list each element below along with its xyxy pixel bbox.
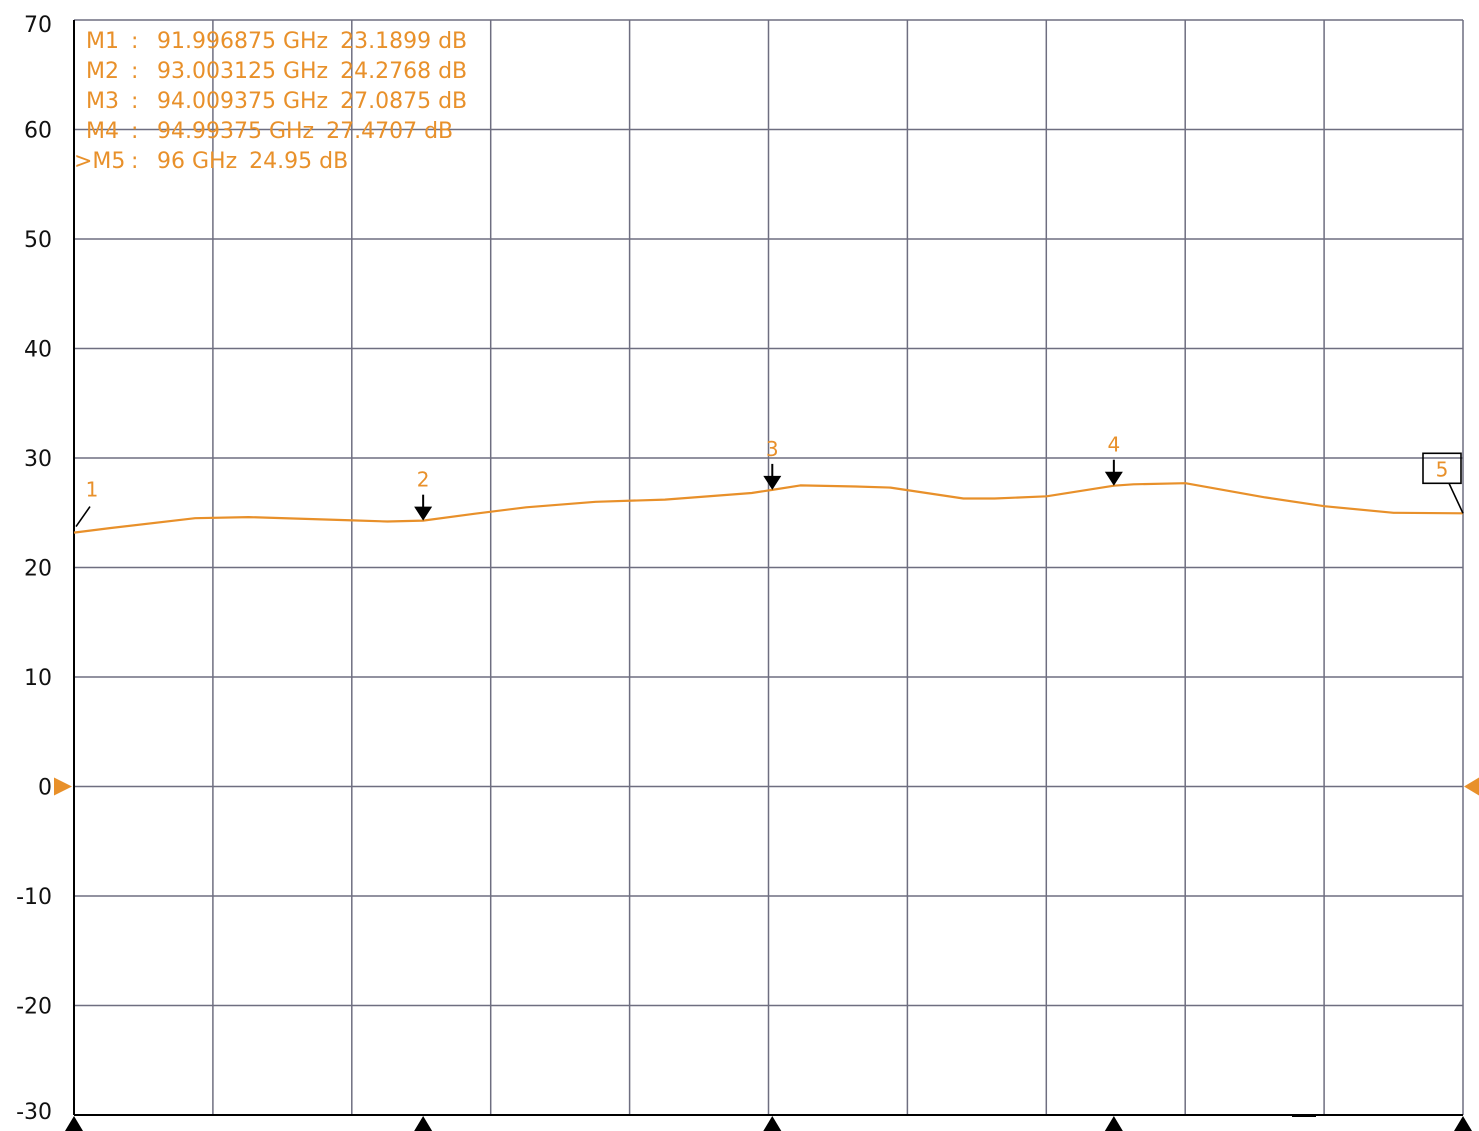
readout-3-separator: :	[131, 89, 138, 114]
y-tick-label: 0	[38, 776, 52, 801]
marker-4-arrow-head	[1104, 471, 1123, 486]
marker-4-label: 4	[1107, 433, 1120, 457]
readout-4-name: M4	[86, 119, 119, 144]
y-tick-label: 70	[24, 13, 52, 38]
y-tick-label: 20	[24, 557, 52, 582]
marker-3-label: 3	[766, 437, 779, 461]
marker-5-leader	[1448, 482, 1464, 514]
readout-1-separator: :	[131, 29, 138, 54]
marker-1-leader	[75, 506, 91, 528]
readout-2-name: M2	[86, 59, 119, 84]
reference-level-indicators	[54, 777, 1479, 796]
readout-3-frequency: 94.009375 GHz	[157, 89, 328, 114]
readout-1-name: M1	[86, 29, 119, 54]
bottom-marker-indicators	[65, 1116, 1472, 1131]
trace-line	[73, 482, 1464, 534]
readout-3-value: 27.0875 dB	[340, 89, 467, 114]
y-tick-label: -10	[16, 885, 52, 910]
trace	[73, 482, 1464, 534]
readout-4-separator: :	[131, 119, 138, 144]
readout-4-value: 27.4707 dB	[326, 119, 453, 144]
readout-5-value: 24.95 dB	[249, 149, 348, 174]
y-tick-label: -20	[16, 995, 52, 1020]
y-axis-ticks: 70 60 50 40 30 20 10 0 -10 -20 -30	[16, 13, 52, 1125]
y-tick-label: -30	[16, 1100, 52, 1125]
markers: 1 2 3 4 5	[75, 433, 1464, 528]
readout-2-value: 24.2768 dB	[340, 59, 467, 84]
reference-arrow-right	[1464, 777, 1479, 796]
marker-1-label: 1	[86, 478, 99, 502]
grid-lines	[73, 19, 1464, 1116]
readout-1-frequency: 91.996875 GHz	[157, 29, 328, 54]
marker-2-arrow-head	[414, 506, 433, 521]
y-tick-label: 10	[24, 666, 52, 691]
readout-3-name: M3	[86, 89, 119, 114]
marker-3-arrow-head	[763, 475, 782, 490]
marker-5-bottom-indicator	[1454, 1116, 1472, 1131]
readout-4-frequency: 94.99375 GHz	[157, 119, 314, 144]
readout-2-frequency: 93.003125 GHz	[157, 59, 328, 84]
marker-5-label: 5	[1436, 457, 1449, 481]
marker-1-bottom-indicator	[65, 1116, 83, 1131]
y-tick-label: 30	[24, 447, 52, 472]
readout-5-name: >M5	[74, 149, 125, 174]
y-tick-label: 60	[24, 119, 52, 144]
readout-1-value: 23.1899 dB	[340, 29, 467, 54]
readout-2-separator: :	[131, 59, 138, 84]
marker-2-label: 2	[417, 468, 430, 492]
marker-5-box	[1422, 452, 1462, 485]
marker-2-bottom-indicator	[414, 1116, 433, 1131]
marker-3-bottom-indicator	[763, 1116, 782, 1131]
reference-arrow-left	[54, 777, 72, 796]
y-tick-label: 50	[24, 228, 52, 253]
readout-5-separator: :	[131, 149, 138, 174]
marker-4-bottom-indicator	[1104, 1116, 1123, 1131]
y-tick-label: 40	[24, 338, 52, 363]
readout-5-frequency: 96 GHz	[157, 149, 237, 174]
